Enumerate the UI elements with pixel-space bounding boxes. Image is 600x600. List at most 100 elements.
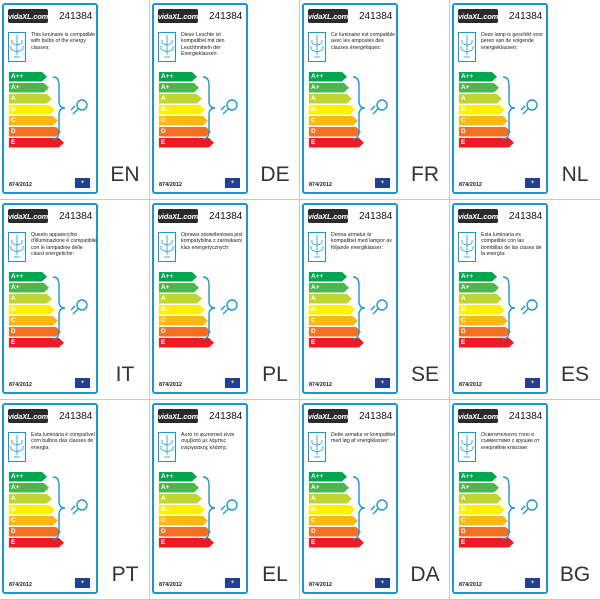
energy-class-bar: A++ bbox=[9, 472, 47, 482]
energy-class-bar: C bbox=[459, 516, 508, 526]
energy-class-bar: B bbox=[309, 505, 355, 515]
energy-label-card: vidaXL.com 241384 Denna armatur är kompati… bbox=[302, 203, 398, 394]
language-code: EL bbox=[262, 563, 288, 586]
eu-flag-icon: ✦ bbox=[375, 178, 390, 188]
energy-class-bar: C bbox=[9, 116, 58, 126]
energy-class-bar: A bbox=[309, 94, 352, 104]
energy-class-bar: A++ bbox=[309, 272, 347, 282]
vidaxl-logo: vidaXL.com bbox=[8, 409, 48, 423]
energy-class-bar: A+ bbox=[309, 83, 349, 93]
energy-class-bar: A+ bbox=[159, 483, 199, 493]
energy-class-bar: A+ bbox=[459, 483, 499, 493]
energy-class-bar: A bbox=[9, 94, 52, 104]
energy-class-bar: C bbox=[459, 316, 508, 326]
product-code: 241384 bbox=[359, 411, 393, 422]
regulation-number: 874/2012 bbox=[159, 582, 182, 588]
regulation-number: 874/2012 bbox=[159, 182, 182, 188]
label-panel-it: vidaXL.com 241384 Questo apparecchio d'ill… bbox=[0, 200, 150, 400]
energy-class-scale: A++ A+ A B C D E bbox=[9, 72, 64, 149]
chandelier-icon bbox=[8, 32, 26, 62]
energy-class-bar: A bbox=[159, 94, 202, 104]
energy-class-bar: E bbox=[9, 138, 64, 148]
product-code: 241384 bbox=[509, 411, 543, 422]
energy-class-scale: A++ A+ A B C D E bbox=[159, 272, 214, 349]
eu-flag-icon: ✦ bbox=[525, 578, 540, 588]
energy-class-bar: E bbox=[309, 138, 364, 148]
language-code: DE bbox=[260, 163, 290, 186]
vidaxl-logo: vidaXL.com bbox=[158, 9, 198, 23]
energy-class-scale: A++ A+ A B C D E bbox=[459, 472, 514, 549]
chandelier-icon bbox=[158, 32, 176, 62]
energy-class-bar: C bbox=[459, 116, 508, 126]
energy-class-bar: A+ bbox=[9, 483, 49, 493]
energy-class-bar: B bbox=[9, 105, 55, 115]
energy-class-bar: D bbox=[309, 327, 361, 337]
energy-class-bar: A++ bbox=[459, 72, 497, 82]
eu-flag-icon: ✦ bbox=[225, 378, 240, 388]
light-bulb-icon bbox=[201, 75, 245, 146]
energy-class-bar: A++ bbox=[309, 472, 347, 482]
light-bulb-icon bbox=[351, 275, 395, 346]
regulation-number: 874/2012 bbox=[459, 382, 482, 388]
energy-class-bar: A bbox=[9, 294, 52, 304]
light-bulb-icon bbox=[501, 75, 545, 146]
energy-class-bar: B bbox=[459, 505, 505, 515]
energy-class-bar: D bbox=[9, 127, 61, 137]
energy-class-bar: B bbox=[159, 305, 205, 315]
energy-label-card: vidaXL.com 241384 Dette armatur er kompati… bbox=[302, 403, 398, 594]
light-bulb-icon bbox=[201, 475, 245, 546]
energy-class-bar: D bbox=[309, 527, 361, 537]
energy-class-bar: E bbox=[9, 338, 64, 348]
energy-class-bar: A+ bbox=[309, 283, 349, 293]
vidaxl-logo: vidaXL.com bbox=[8, 9, 48, 23]
energy-class-bar: C bbox=[9, 316, 58, 326]
product-code: 241384 bbox=[509, 211, 543, 222]
label-panel-es: vidaXL.com 241384 Esta luminaria es compat… bbox=[450, 200, 600, 400]
energy-class-bar: A++ bbox=[9, 272, 47, 282]
energy-class-scale: A++ A+ A B C D E bbox=[9, 472, 64, 549]
chandelier-icon bbox=[158, 232, 176, 262]
chandelier-icon bbox=[458, 432, 476, 462]
label-panel-bg: vidaXL.com 241384 Осветителното тяло е съв… bbox=[450, 400, 600, 600]
eu-flag-icon: ✦ bbox=[225, 178, 240, 188]
eu-flag-icon: ✦ bbox=[525, 178, 540, 188]
energy-class-bar: D bbox=[309, 127, 361, 137]
energy-class-scale: A++ A+ A B C D E bbox=[459, 272, 514, 349]
energy-class-bar: A bbox=[159, 494, 202, 504]
compatibility-text: Diese Leuchte ist kompatibel mit den Leu… bbox=[181, 32, 225, 57]
energy-class-bar: E bbox=[9, 538, 64, 548]
language-code: IT bbox=[115, 363, 135, 386]
chandelier-icon bbox=[8, 232, 26, 262]
energy-class-bar: E bbox=[459, 138, 514, 148]
compatibility-text: Dette armatur er kompatibel med løg af e… bbox=[331, 432, 396, 445]
label-panel-se: vidaXL.com 241384 Denna armatur är kompati… bbox=[300, 200, 450, 400]
energy-class-bar: A+ bbox=[9, 283, 49, 293]
language-code: BG bbox=[559, 563, 591, 586]
vidaxl-logo: vidaXL.com bbox=[308, 409, 348, 423]
compatibility-text: Esta luminária é compatível com bulbos d… bbox=[31, 432, 95, 451]
light-bulb-icon bbox=[501, 275, 545, 346]
energy-class-bar: C bbox=[159, 516, 208, 526]
energy-class-bar: A++ bbox=[309, 72, 347, 82]
label-panel-en: vidaXL.com 241384 This luminaire is compat… bbox=[0, 0, 150, 200]
energy-class-scale: A++ A+ A B C D E bbox=[459, 72, 514, 149]
energy-class-scale: A++ A+ A B C D E bbox=[9, 272, 64, 349]
product-code: 241384 bbox=[509, 11, 543, 22]
energy-label-card: vidaXL.com 241384 Oprawa oświetleniowa jes… bbox=[152, 203, 248, 394]
energy-class-bar: C bbox=[309, 116, 358, 126]
energy-class-bar: D bbox=[459, 327, 511, 337]
energy-class-bar: A bbox=[459, 294, 502, 304]
energy-class-bar: A bbox=[309, 294, 352, 304]
energy-class-bar: B bbox=[9, 305, 55, 315]
compatibility-text: Denna armatur är kompatibel med lampor a… bbox=[331, 232, 392, 251]
energy-class-bar: B bbox=[309, 305, 355, 315]
energy-class-scale: A++ A+ A B C D E bbox=[309, 72, 364, 149]
chandelier-icon bbox=[458, 32, 476, 62]
compatibility-text: Esta luminaria es compatible con las bom… bbox=[481, 232, 542, 257]
compatibility-text: This luminaire is compatible with bulbs … bbox=[31, 32, 96, 51]
language-code: PT bbox=[111, 563, 139, 586]
regulation-number: 874/2012 bbox=[309, 182, 332, 188]
regulation-number: 874/2012 bbox=[459, 182, 482, 188]
product-code: 241384 bbox=[59, 411, 93, 422]
